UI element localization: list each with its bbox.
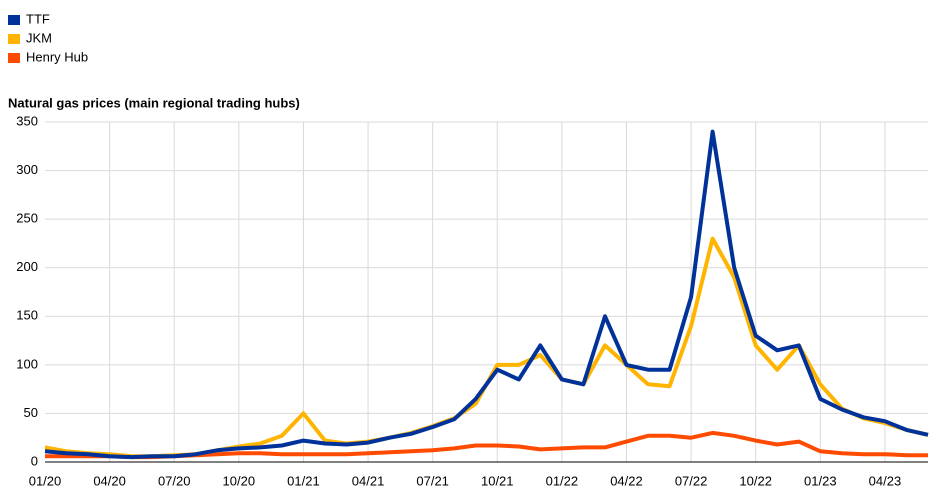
y-tick-label: 50 bbox=[24, 405, 38, 420]
x-tick-label: 01/21 bbox=[287, 473, 320, 488]
y-tick-label: 250 bbox=[16, 211, 38, 226]
y-tick-label: 200 bbox=[16, 259, 38, 274]
legend-label: JKM bbox=[26, 30, 52, 45]
x-tick-label: 07/22 bbox=[675, 473, 708, 488]
y-tick-label: 0 bbox=[31, 453, 38, 468]
legend-label: TTF bbox=[26, 11, 50, 26]
x-tick-label: 10/20 bbox=[223, 473, 256, 488]
x-tick-label: 10/21 bbox=[481, 473, 514, 488]
x-tick-label: 01/20 bbox=[29, 473, 62, 488]
legend-label: Henry Hub bbox=[26, 49, 88, 64]
x-tick-label: 04/21 bbox=[352, 473, 385, 488]
series-line bbox=[44, 129, 929, 460]
x-tick-label: 04/23 bbox=[869, 473, 902, 488]
x-tick-label: 10/22 bbox=[739, 473, 772, 488]
y-tick-label: 300 bbox=[16, 162, 38, 177]
y-tick-label: 100 bbox=[16, 356, 38, 371]
x-tick-label: 07/20 bbox=[158, 473, 191, 488]
chart-title: Natural gas prices (main regional tradin… bbox=[8, 95, 300, 110]
legend-swatch bbox=[8, 15, 20, 25]
x-tick-label: 04/20 bbox=[93, 473, 126, 488]
legend-swatch bbox=[8, 53, 20, 63]
legend-swatch bbox=[8, 34, 20, 44]
y-tick-label: 150 bbox=[16, 308, 38, 323]
x-tick-label: 01/23 bbox=[804, 473, 837, 488]
y-tick-label: 350 bbox=[16, 113, 38, 128]
x-tick-label: 01/22 bbox=[546, 473, 579, 488]
x-tick-label: 07/21 bbox=[416, 473, 449, 488]
x-tick-label: 04/22 bbox=[610, 473, 643, 488]
